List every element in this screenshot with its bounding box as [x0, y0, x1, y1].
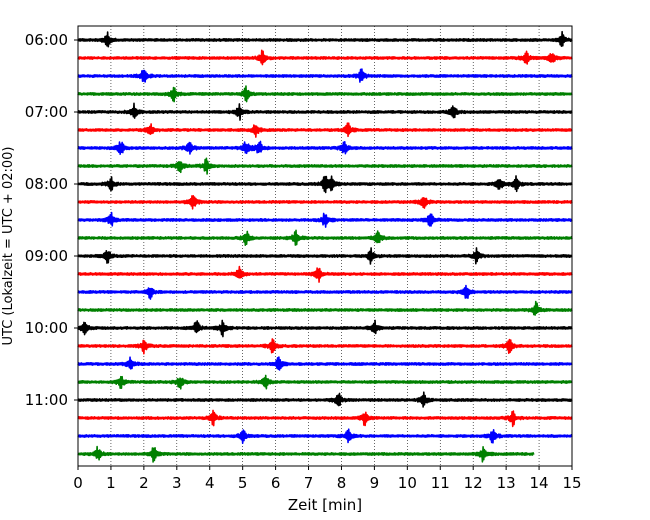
- trace-line: [77, 391, 573, 408]
- trace-layer: [77, 30, 573, 463]
- x-tick-label: 13: [497, 474, 516, 492]
- trace-line: [77, 445, 535, 463]
- trace-line: [77, 157, 573, 175]
- trace-line: [77, 265, 573, 283]
- trace-line: [77, 49, 573, 66]
- x-tick-label: 5: [238, 474, 248, 492]
- trace-line: [77, 122, 573, 138]
- trace-line: [77, 284, 573, 300]
- trace-line: [77, 319, 573, 338]
- plot-frame: [77, 25, 573, 467]
- trace-line: [77, 356, 573, 371]
- trace-line: [77, 229, 573, 246]
- trace-line: [77, 194, 573, 210]
- x-tick-label: 14: [530, 474, 549, 492]
- trace-line: [77, 247, 573, 265]
- x-tick-label: 7: [304, 474, 314, 492]
- y-tick-label: 11:00: [25, 391, 68, 409]
- x-tick-label: 0: [73, 474, 83, 492]
- y-tick-label: 09:00: [25, 247, 68, 265]
- y-axis-label: UTC (Lokalzeit = UTC + 02:00): [1, 147, 16, 346]
- x-tick-label: 9: [370, 474, 380, 492]
- trace-line: [77, 374, 573, 390]
- y-tick-label: 08:00: [25, 175, 68, 193]
- vertical-grid: [110, 26, 540, 466]
- trace-line: [77, 102, 573, 121]
- trace-line: [77, 338, 573, 355]
- x-tick-label: 2: [139, 474, 149, 492]
- x-tick-label: 6: [271, 474, 281, 492]
- x-axis-label: Zeit [min]: [288, 496, 362, 514]
- x-tick-label: 11: [431, 474, 450, 492]
- trace-line: [77, 428, 573, 445]
- x-tick-label: 3: [172, 474, 182, 492]
- y-tick-label: 06:00: [25, 31, 68, 49]
- x-axis-ticks: 0 1 2 3 4 5 6 7 8 9 10 11 12 13 14 15: [73, 466, 582, 492]
- trace-line: [77, 211, 573, 228]
- trace-line: [77, 175, 573, 194]
- trace-line: [77, 409, 573, 428]
- x-tick-label: 4: [205, 474, 215, 492]
- trace-line: [77, 30, 573, 48]
- x-tick-label: 15: [562, 474, 581, 492]
- x-tick-label: 1: [106, 474, 116, 492]
- x-tick-label: 8: [337, 474, 347, 492]
- trace-line: [77, 68, 573, 83]
- trace-line: [77, 300, 573, 316]
- y-tick-label: 10:00: [25, 319, 68, 337]
- y-axis-ticks: 06:00 07:00 08:00 09:00 10:00 11:00: [25, 31, 78, 409]
- trace-line: [77, 85, 573, 103]
- trace-line: [77, 140, 573, 155]
- x-tick-label: 10: [398, 474, 417, 492]
- x-tick-label: 12: [464, 474, 483, 492]
- y-tick-label: 07:00: [25, 103, 68, 121]
